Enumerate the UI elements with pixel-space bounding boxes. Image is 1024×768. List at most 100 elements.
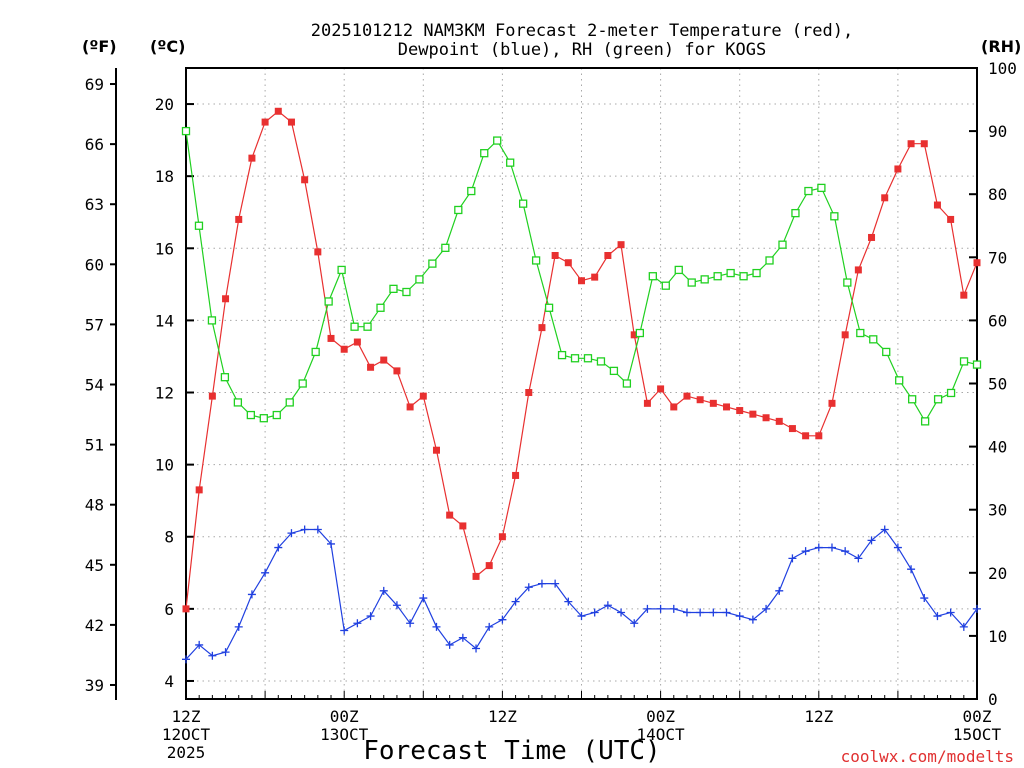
dewpoint-point bbox=[880, 525, 889, 534]
dewpoint-point bbox=[656, 604, 665, 613]
dewpoint-point bbox=[603, 601, 612, 610]
dewpoint-point bbox=[814, 543, 823, 552]
dewpoint-point bbox=[775, 586, 784, 595]
temperature-point bbox=[538, 324, 546, 332]
temperature-point bbox=[788, 425, 796, 433]
rh-point bbox=[506, 158, 515, 167]
rh-point bbox=[259, 414, 268, 423]
x-tick-label-time: 12Z bbox=[172, 707, 201, 726]
temperature-point bbox=[182, 605, 190, 613]
rh-tick-label: 70 bbox=[988, 248, 1007, 267]
celsius-tick-label: 16 bbox=[155, 239, 174, 258]
x-tick-label-year: 2025 bbox=[167, 743, 206, 762]
data-series bbox=[181, 107, 982, 664]
temperature-point bbox=[657, 385, 665, 393]
dewpoint-point bbox=[827, 543, 836, 552]
rh-point bbox=[726, 268, 735, 278]
rh-point bbox=[959, 357, 969, 366]
temperature-point bbox=[208, 392, 216, 400]
fahrenheit-tick-label: 63 bbox=[85, 195, 104, 214]
rh-point bbox=[609, 366, 619, 376]
temperature-point bbox=[723, 403, 731, 411]
rh-point bbox=[933, 395, 943, 404]
rh-point bbox=[298, 379, 307, 388]
temperature-point bbox=[432, 446, 440, 454]
rh-point bbox=[220, 373, 230, 382]
dewpoint-point bbox=[867, 536, 876, 545]
celsius-tick-label: 18 bbox=[155, 167, 174, 186]
dewpoint-point bbox=[208, 651, 217, 660]
rh-point bbox=[285, 398, 294, 407]
rh-point bbox=[713, 272, 722, 281]
dewpoint-point bbox=[696, 608, 705, 617]
x-tick-label-time: 12Z bbox=[488, 707, 517, 726]
temperature-point bbox=[327, 334, 335, 342]
dewpoint-point bbox=[722, 608, 731, 617]
dewpoint-point bbox=[195, 640, 204, 649]
celsius-tick-label: 6 bbox=[164, 600, 174, 619]
temperature-point bbox=[551, 251, 559, 259]
temperature-point bbox=[670, 403, 678, 411]
rh-point bbox=[635, 328, 645, 338]
dewpoint-point bbox=[735, 612, 744, 621]
tick-labels: 6966636057545148454239201816141210864100… bbox=[85, 59, 1017, 762]
temperature-point bbox=[261, 118, 269, 126]
x-tick-label-date: 14OCT bbox=[637, 725, 686, 744]
rh-point bbox=[454, 205, 463, 215]
x-tick-label-time: 12Z bbox=[804, 707, 833, 726]
x-tick-label-date: 15OCT bbox=[953, 725, 1002, 744]
rh-tick-label: 30 bbox=[988, 501, 1007, 520]
dewpoint-point bbox=[221, 648, 230, 657]
rh-tick-label: 80 bbox=[988, 185, 1007, 204]
temperature-point bbox=[854, 266, 862, 274]
rh-point bbox=[389, 284, 398, 294]
rh-point bbox=[415, 275, 424, 284]
rh-point bbox=[739, 272, 748, 281]
rh-point bbox=[895, 376, 904, 385]
rh-point bbox=[557, 350, 567, 360]
dewpoint-point bbox=[590, 608, 599, 617]
rh-point bbox=[480, 149, 489, 158]
dewpoint-point bbox=[234, 622, 243, 631]
dewpoint-line bbox=[185, 528, 978, 660]
rh-tick-label: 90 bbox=[988, 122, 1007, 141]
celsius-tick-label: 8 bbox=[164, 528, 174, 547]
rh-point bbox=[700, 275, 709, 284]
celsius-tick-label: 4 bbox=[164, 672, 174, 691]
temperature-point bbox=[380, 356, 388, 364]
fahrenheit-unit-label: (ºF) bbox=[82, 37, 117, 56]
x-axis-label: Forecast Time (UTC) bbox=[363, 736, 660, 766]
temperature-point bbox=[960, 291, 968, 299]
dewpoint-point bbox=[274, 543, 283, 552]
rh-point bbox=[233, 398, 243, 407]
x-tick-label-time: 00Z bbox=[646, 707, 675, 726]
temperature-point bbox=[775, 417, 783, 425]
rh-point bbox=[194, 221, 204, 230]
x-tick-label-time: 00Z bbox=[330, 707, 359, 726]
dewpoint-point bbox=[537, 579, 546, 588]
temperature-point bbox=[604, 251, 612, 259]
temperature-point bbox=[340, 345, 348, 353]
temperature-point bbox=[709, 399, 717, 407]
temperature-point bbox=[472, 572, 480, 580]
rh-tick-label: 60 bbox=[988, 311, 1007, 330]
rh-tick-label: 20 bbox=[988, 564, 1007, 583]
temperature-point bbox=[920, 140, 928, 148]
fahrenheit-tick-label: 57 bbox=[85, 315, 104, 334]
rh-point bbox=[648, 272, 657, 281]
rh-point bbox=[674, 265, 683, 275]
rh-point bbox=[363, 322, 372, 331]
dewpoint-point bbox=[893, 543, 902, 552]
rh-tick-label: 0 bbox=[988, 690, 998, 709]
dewpoint-point bbox=[788, 554, 797, 563]
dewpoint-point bbox=[485, 622, 494, 631]
dewpoint-point bbox=[287, 529, 296, 538]
temperature-point bbox=[578, 277, 585, 285]
dewpoint-point bbox=[801, 547, 810, 556]
temperature-point bbox=[195, 486, 203, 494]
temperature-point bbox=[973, 259, 981, 267]
rh-point bbox=[518, 199, 528, 208]
rh-point bbox=[622, 379, 632, 388]
temperature-point bbox=[301, 176, 309, 184]
